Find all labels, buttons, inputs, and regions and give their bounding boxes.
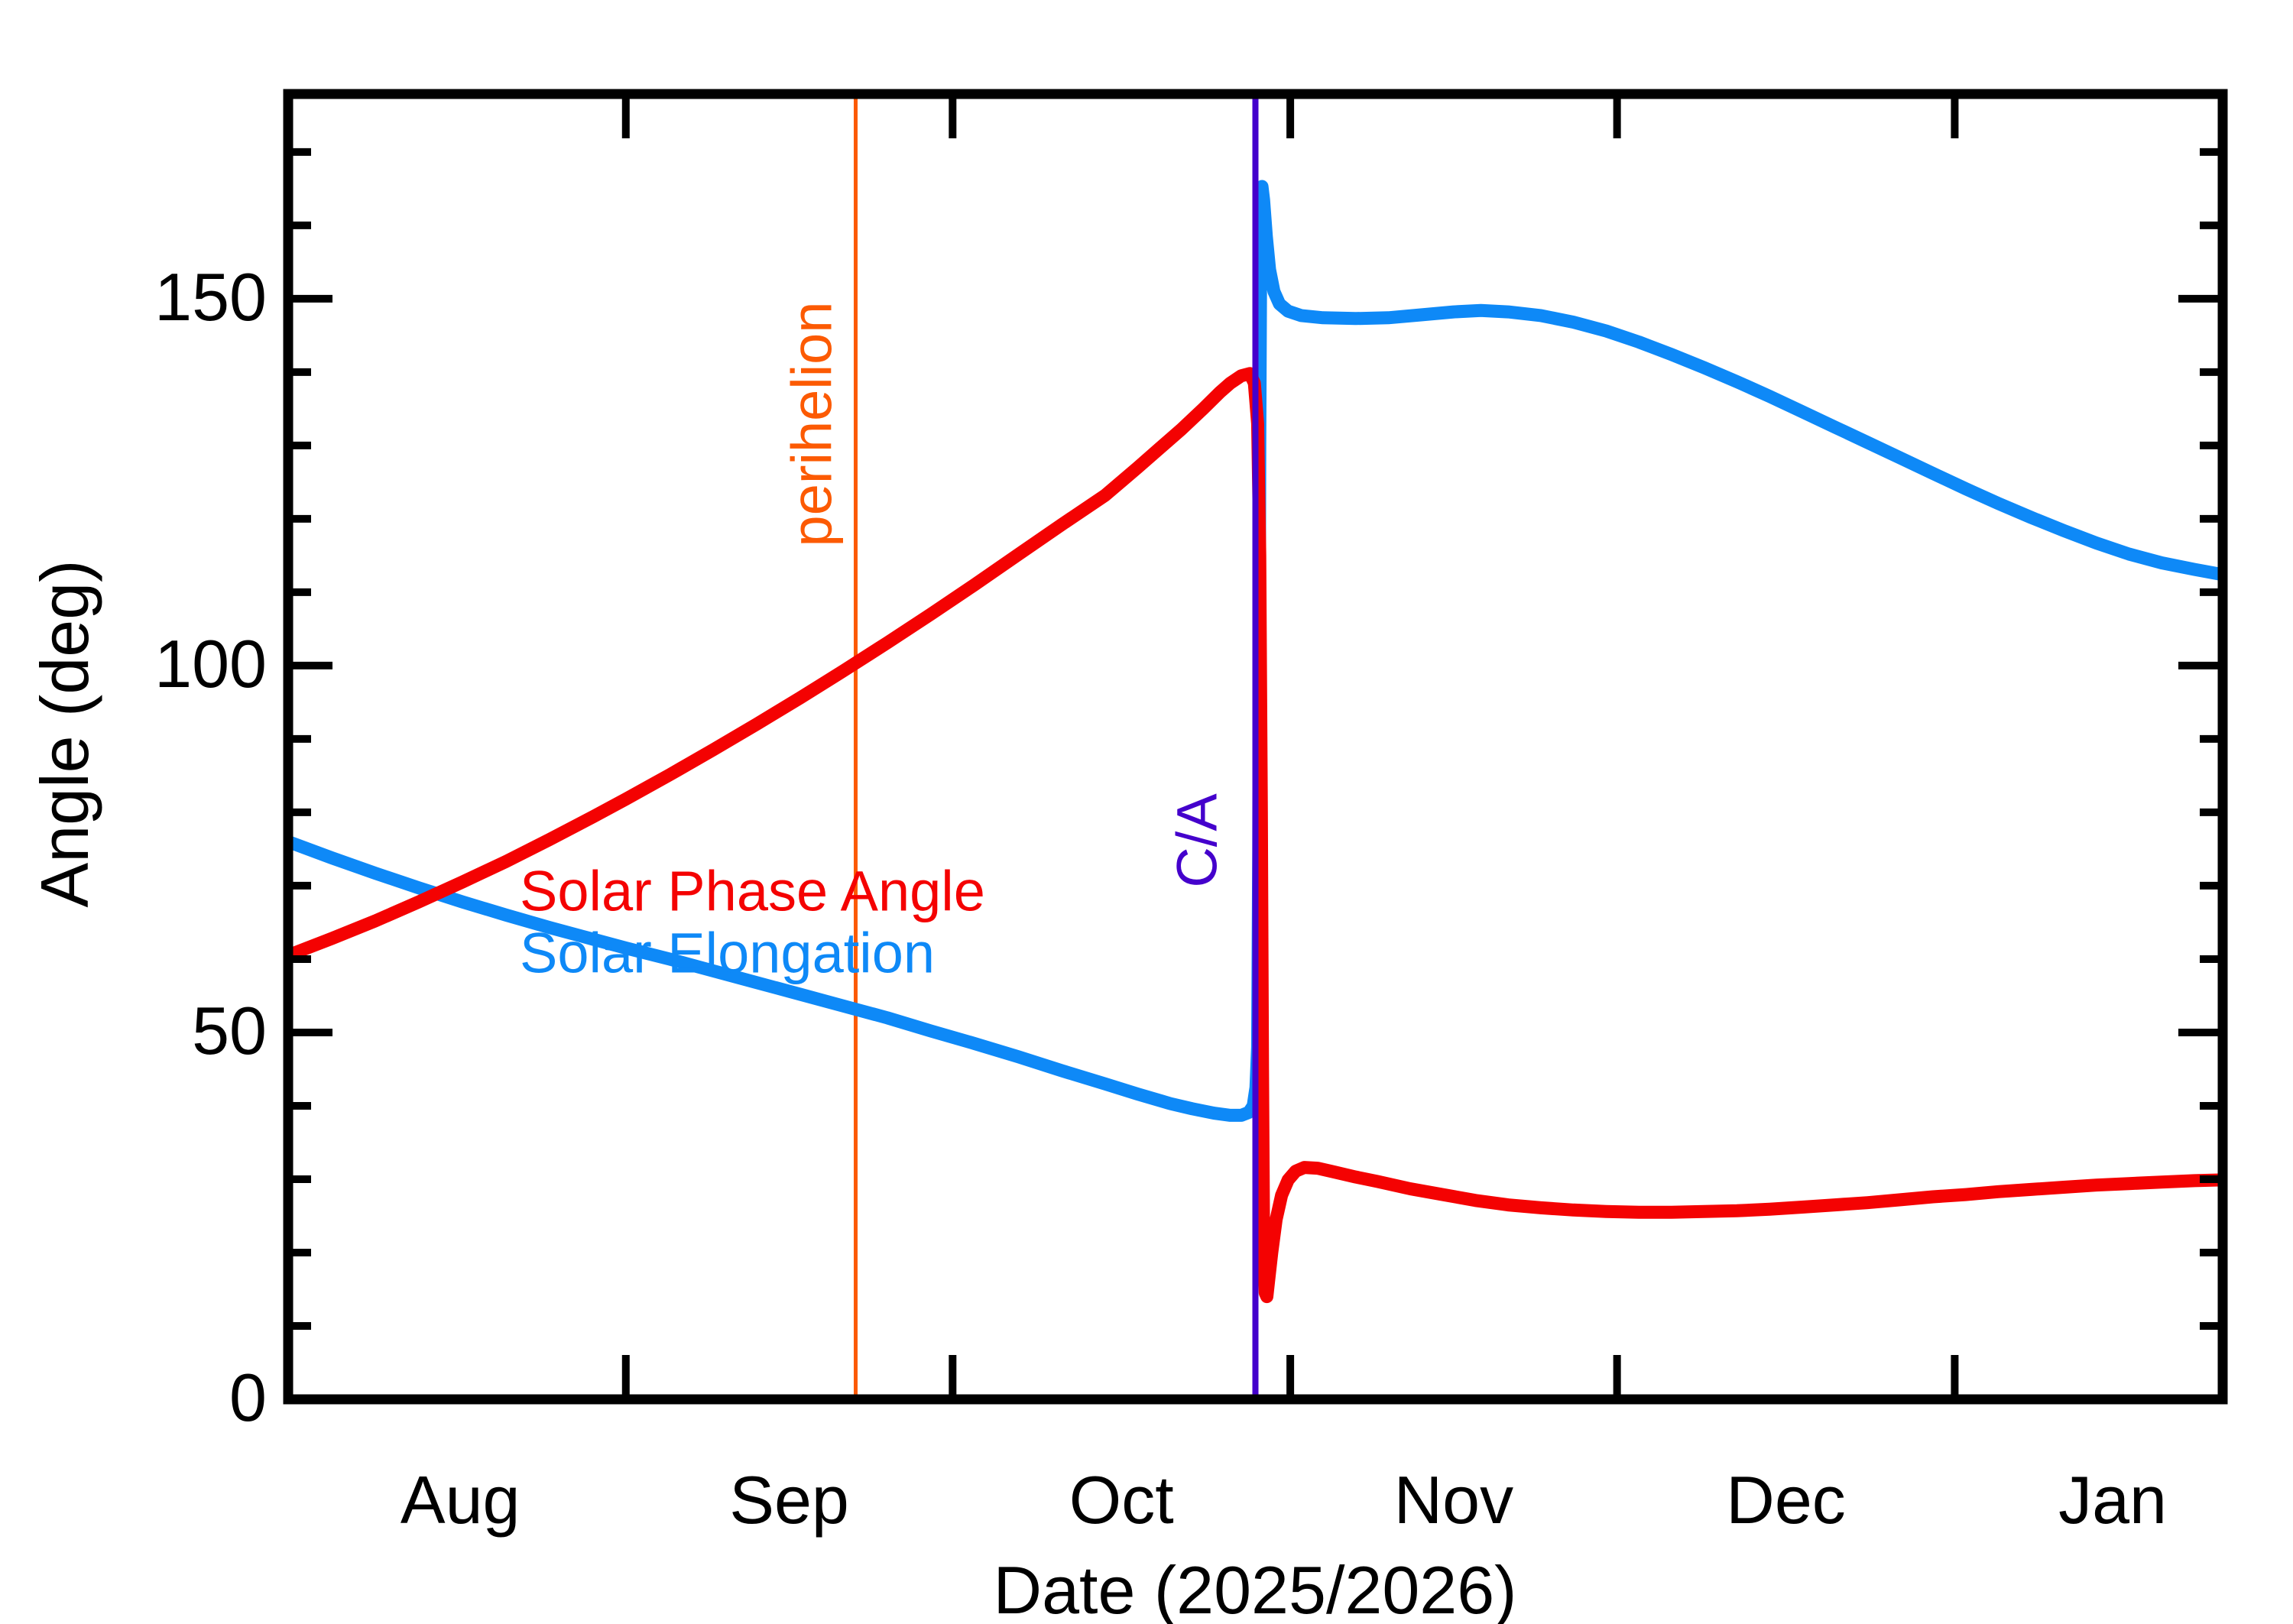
solar-phase-angle-curve (288, 367, 2223, 1304)
close-approach-annotation: C/A (1165, 793, 1229, 888)
solar-elongation-curve (288, 180, 2223, 1122)
month-label: Nov (1393, 1462, 1514, 1538)
legend-solar-phase-angle: Solar Phase Angle (520, 859, 985, 923)
month-label: Sep (729, 1462, 849, 1538)
perihelion-annotation: perihelion (780, 301, 844, 547)
y-tick-label: 100 (154, 625, 267, 702)
y-tick-label: 50 (192, 992, 267, 1068)
legend-solar-elongation: Solar Elongation (520, 921, 936, 985)
month-label: Oct (1069, 1462, 1174, 1538)
x-axis-title: Date (2025/2026) (993, 1552, 1517, 1624)
month-label: Jan (2058, 1462, 2168, 1538)
month-label: Aug (400, 1462, 521, 1538)
y-axis-title: Angle (deg) (27, 559, 102, 908)
y-tick-label: 0 (229, 1359, 267, 1435)
month-label: Dec (1726, 1462, 1846, 1538)
axis-box (283, 89, 2228, 1405)
y-tick-label: 150 (154, 258, 267, 335)
